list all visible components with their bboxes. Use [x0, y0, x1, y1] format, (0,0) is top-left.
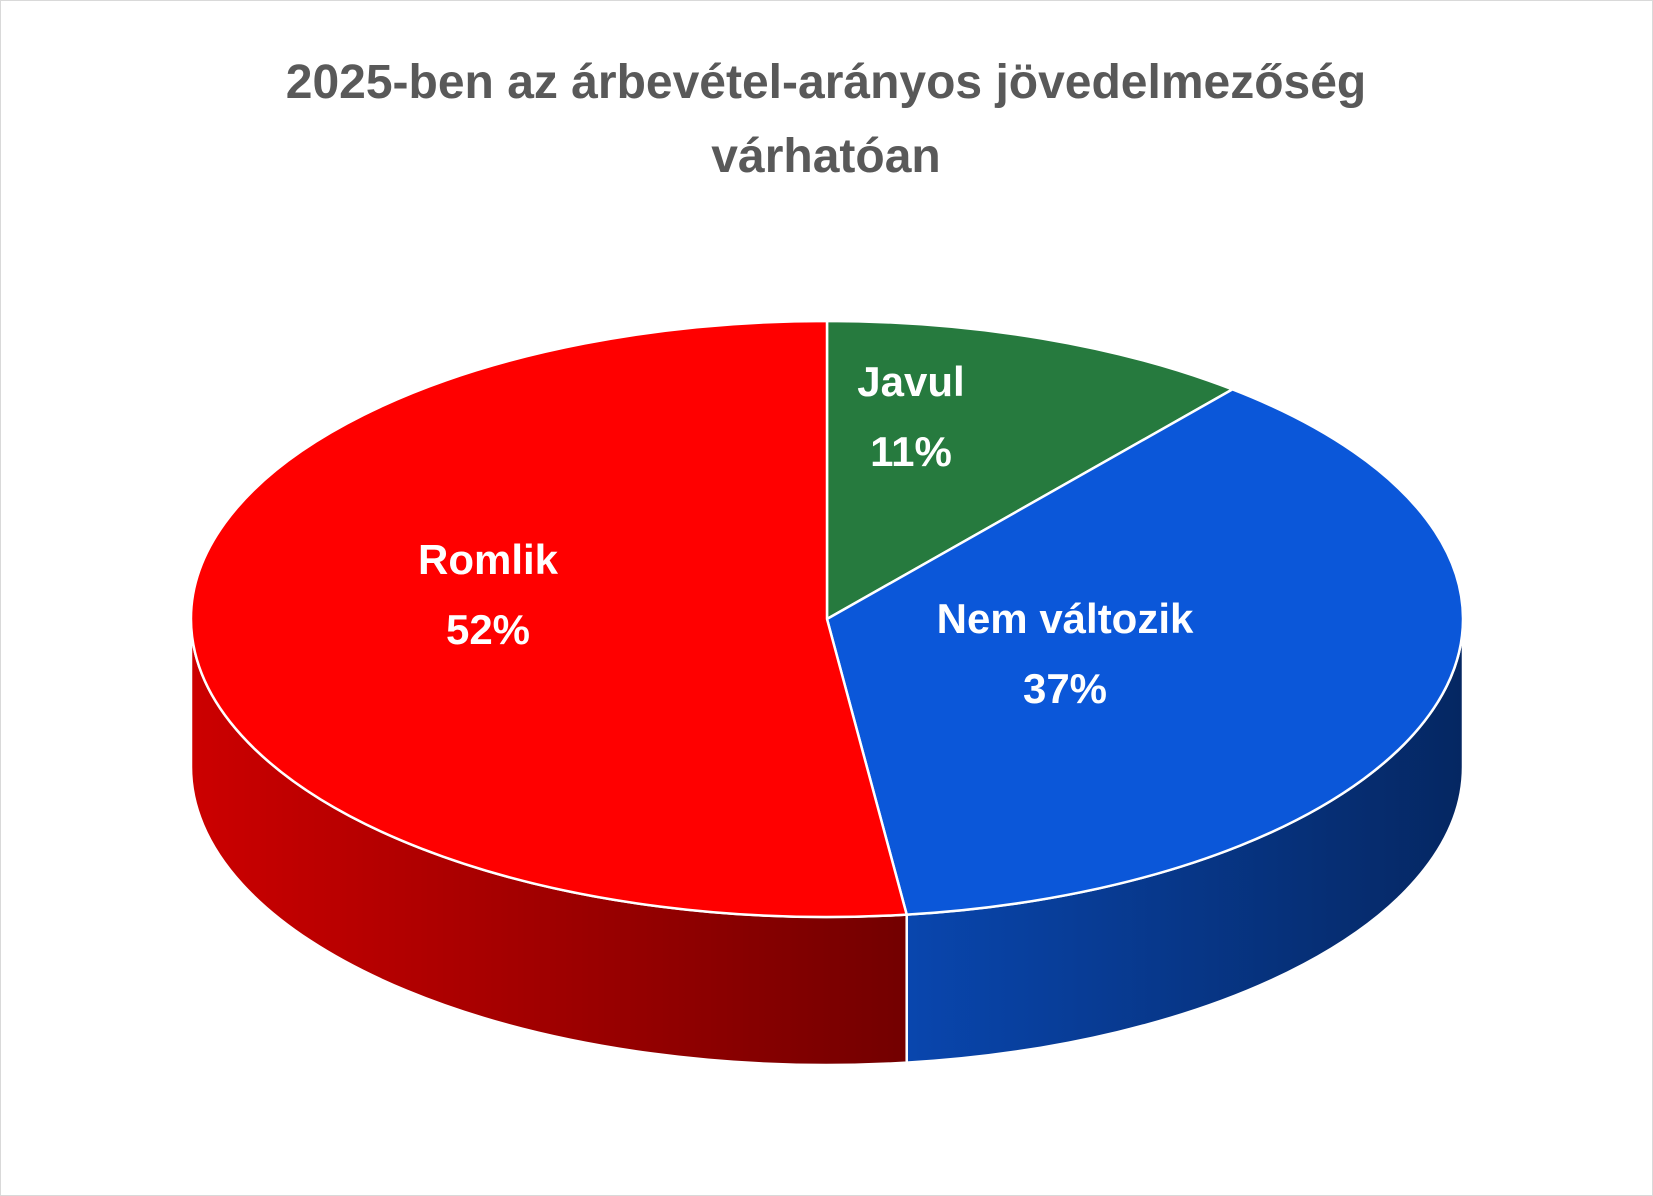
pie-slice [825, 319, 1236, 622]
pie-slice [825, 388, 1465, 916]
slice-value-label: 37% [1023, 665, 1107, 712]
chart-title: 2025-ben az árbevétel-arányos jövedelmez… [285, 56, 1367, 183]
slice-label: Nem változik [937, 595, 1194, 642]
slice-value-label: 11% [870, 428, 952, 475]
slice-label: Romlik [418, 536, 559, 583]
pie-slice [189, 319, 909, 919]
slice-label: Javul [857, 358, 964, 405]
slice-value-label: 52% [446, 606, 530, 653]
